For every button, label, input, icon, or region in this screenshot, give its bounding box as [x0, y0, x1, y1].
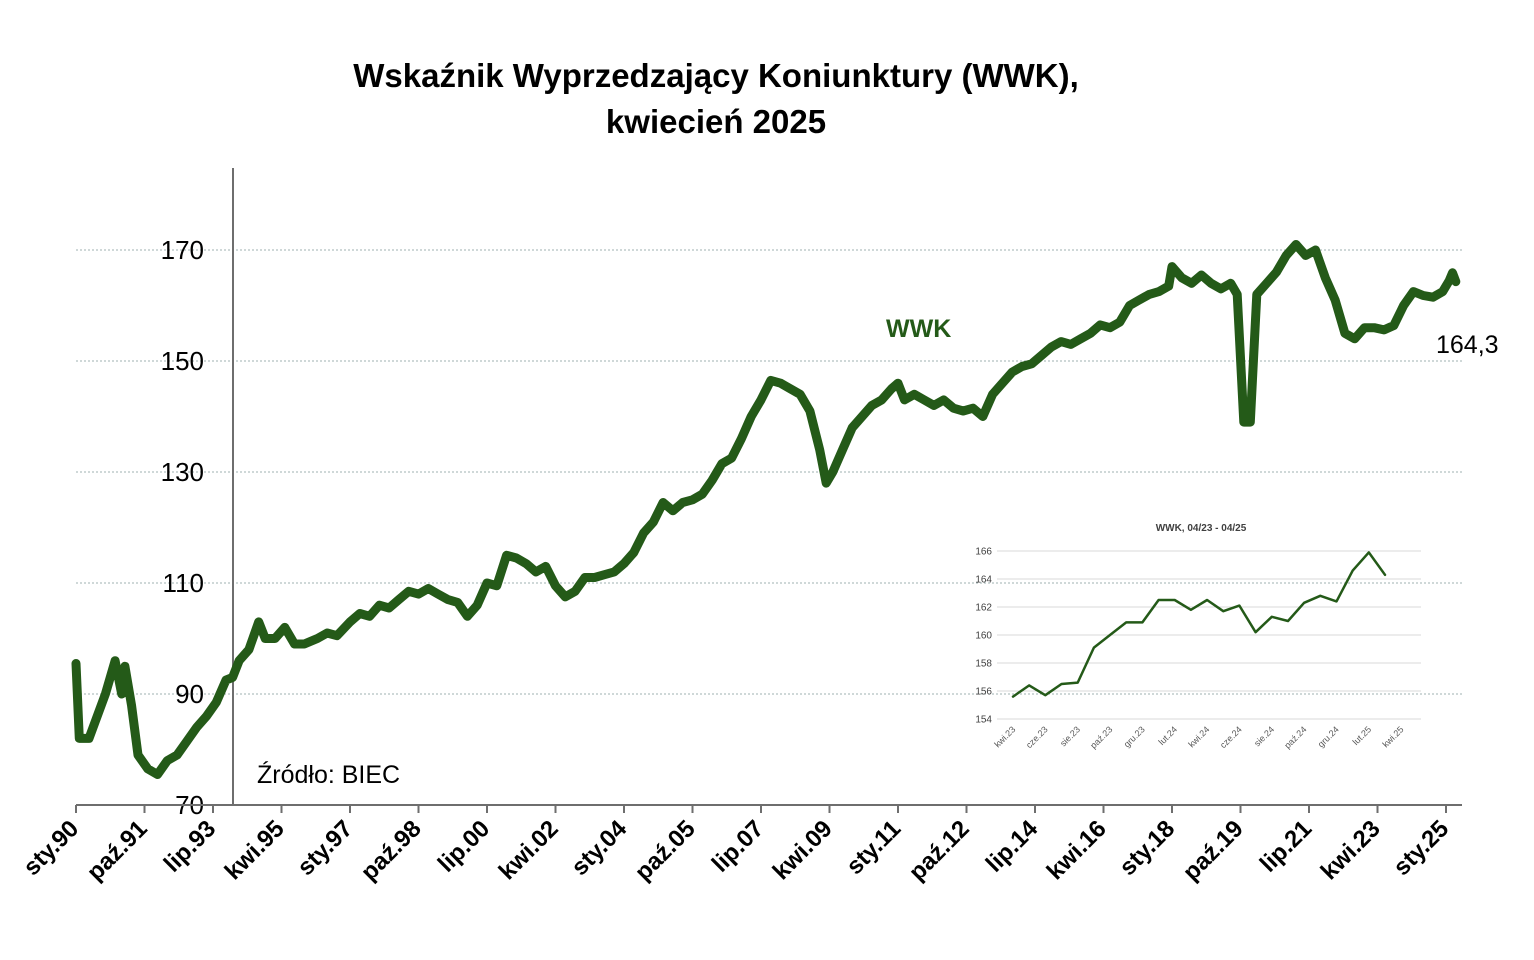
inset-x-tick-label: cze.24: [1218, 724, 1244, 750]
main-y-tick-label: 150: [161, 346, 204, 376]
main-x-tick-label: lip.14: [981, 815, 1044, 878]
main-x-tick-label: sty.25: [1388, 815, 1454, 881]
main-x-tick-label: lip.07: [707, 815, 769, 877]
main-x-tick-label: kwi.95: [220, 815, 290, 885]
inset-y-tick-label: 164: [975, 575, 992, 586]
source-note: Źródło: BIEC: [257, 760, 400, 789]
main-x-tick-label: paź.98: [356, 815, 427, 886]
inset-x-tick-label: paź.23: [1088, 724, 1114, 750]
inset-y-tick-label: 154: [975, 715, 992, 726]
main-x-tick-label: lip.21: [1255, 815, 1317, 877]
main-x-tick-label: lip.00: [433, 815, 495, 877]
inset-x-tick-label: sie.23: [1058, 724, 1082, 748]
main-y-tick-label: 110: [163, 568, 204, 598]
main-x-tick-label: paź.19: [1178, 815, 1249, 886]
main-x-tick-label: sty.90: [18, 815, 84, 881]
last-value-label: 164,3: [1436, 331, 1499, 359]
main-x-tick-label: paź.91: [82, 815, 153, 886]
inset-x-tick-label: kwi.23: [992, 724, 1017, 749]
inset-x-tick-label: sie.24: [1252, 724, 1276, 748]
inset-y-tick-label: 162: [975, 603, 992, 614]
inset-x-tick-label: gru.24: [1316, 724, 1341, 749]
inset-chart-title: WWK, 04/23 - 04/25: [1156, 523, 1247, 534]
inset-chart: WWK, 04/23 - 04/25 154 156 158 160 162 164 166…: [975, 523, 1421, 751]
inset-x-axis-tick-labels: kwi.23 cze.23 sie.23 paź.23 gru.23 lut.24 kwi.…: [992, 724, 1405, 750]
main-x-tick-label: sty.04: [566, 815, 632, 881]
inset-y-tick-label: 166: [975, 547, 992, 558]
inset-series-line-wwk: [1011, 551, 1387, 698]
inset-y-tick-label: 156: [975, 687, 992, 698]
main-x-tick-label: kwi.02: [494, 815, 564, 885]
series-line-wwk: [71, 240, 1461, 779]
main-y-tick-label: 130: [161, 457, 204, 487]
inset-gridlines: [997, 550, 1421, 720]
main-x-tick-label: sty.11: [841, 815, 906, 880]
main-y-tick-label: 170: [161, 235, 204, 265]
main-x-tick-label: paź.12: [904, 815, 975, 886]
inset-x-tick-label: kwi.24: [1186, 724, 1211, 749]
inset-series-group: [1011, 551, 1387, 698]
main-x-tick-label: paź.05: [630, 815, 701, 886]
inset-x-tick-label: gru.23: [1122, 724, 1147, 749]
series-label-wwk: WWK: [886, 315, 951, 343]
main-x-tick-label: kwi.09: [768, 815, 838, 885]
main-x-tick-label: sty.18: [1114, 815, 1180, 881]
inset-x-tick-label: lut.25: [1351, 724, 1374, 747]
main-x-tick-label: lip.93: [159, 815, 221, 877]
inset-x-tick-label: cze.23: [1024, 724, 1050, 750]
inset-x-tick-label: lut.24: [1157, 724, 1180, 747]
chart-title-line-1: Wskaźnik Wyprzedzający Koniunktury (WWK)…: [353, 57, 1078, 94]
inset-y-axis-tick-labels: 154 156 158 160 162 164 166: [975, 547, 992, 726]
inset-y-tick-label: 160: [975, 631, 992, 642]
inset-y-tick-label: 158: [975, 659, 992, 670]
main-x-tick-label: kwi.23: [1316, 815, 1386, 885]
main-x-tick-label: sty.97: [292, 815, 358, 881]
inset-x-tick-label: kwi.25: [1380, 724, 1405, 749]
main-x-tick-label: kwi.16: [1042, 815, 1112, 885]
chart-title-line-2: kwiecień 2025: [606, 103, 826, 140]
main-gridlines: [76, 249, 1462, 695]
inset-x-tick-label: paź.24: [1282, 724, 1308, 750]
main-y-tick-label: 90: [175, 679, 204, 709]
main-series-group: [71, 240, 1461, 779]
